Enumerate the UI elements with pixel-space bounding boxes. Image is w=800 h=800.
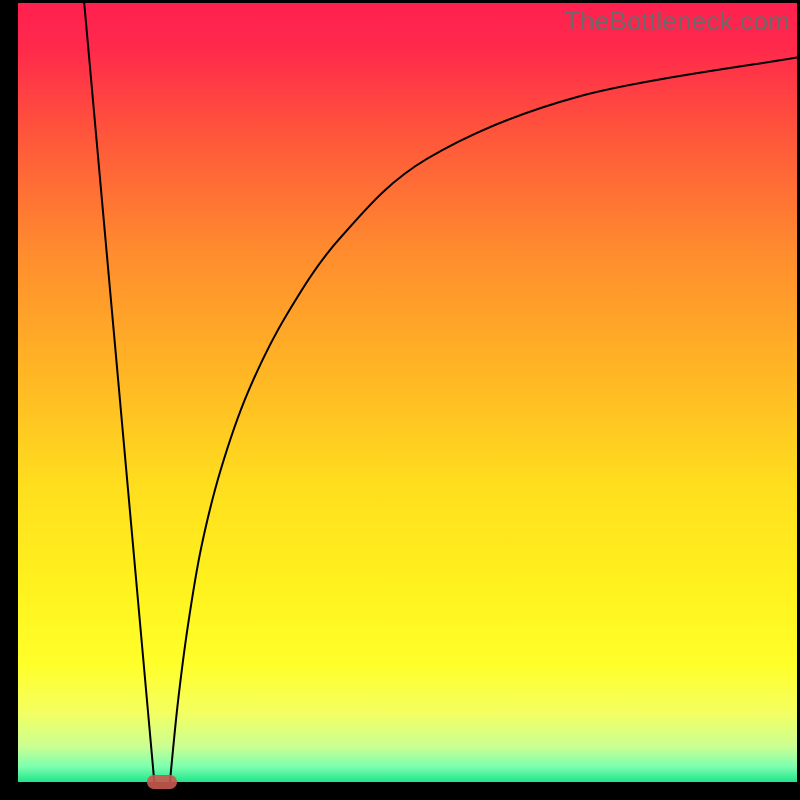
watermark-text: TheBottleneck.com <box>564 6 790 37</box>
chart-container: TheBottleneck.com <box>0 0 800 800</box>
curve-left-branch <box>84 3 154 782</box>
frame-bottom <box>0 782 800 800</box>
curve-right-branch <box>170 58 797 782</box>
plot-area <box>18 3 797 782</box>
minimum-marker <box>147 775 177 789</box>
bottleneck-curve <box>18 3 797 782</box>
frame-left <box>0 0 18 800</box>
